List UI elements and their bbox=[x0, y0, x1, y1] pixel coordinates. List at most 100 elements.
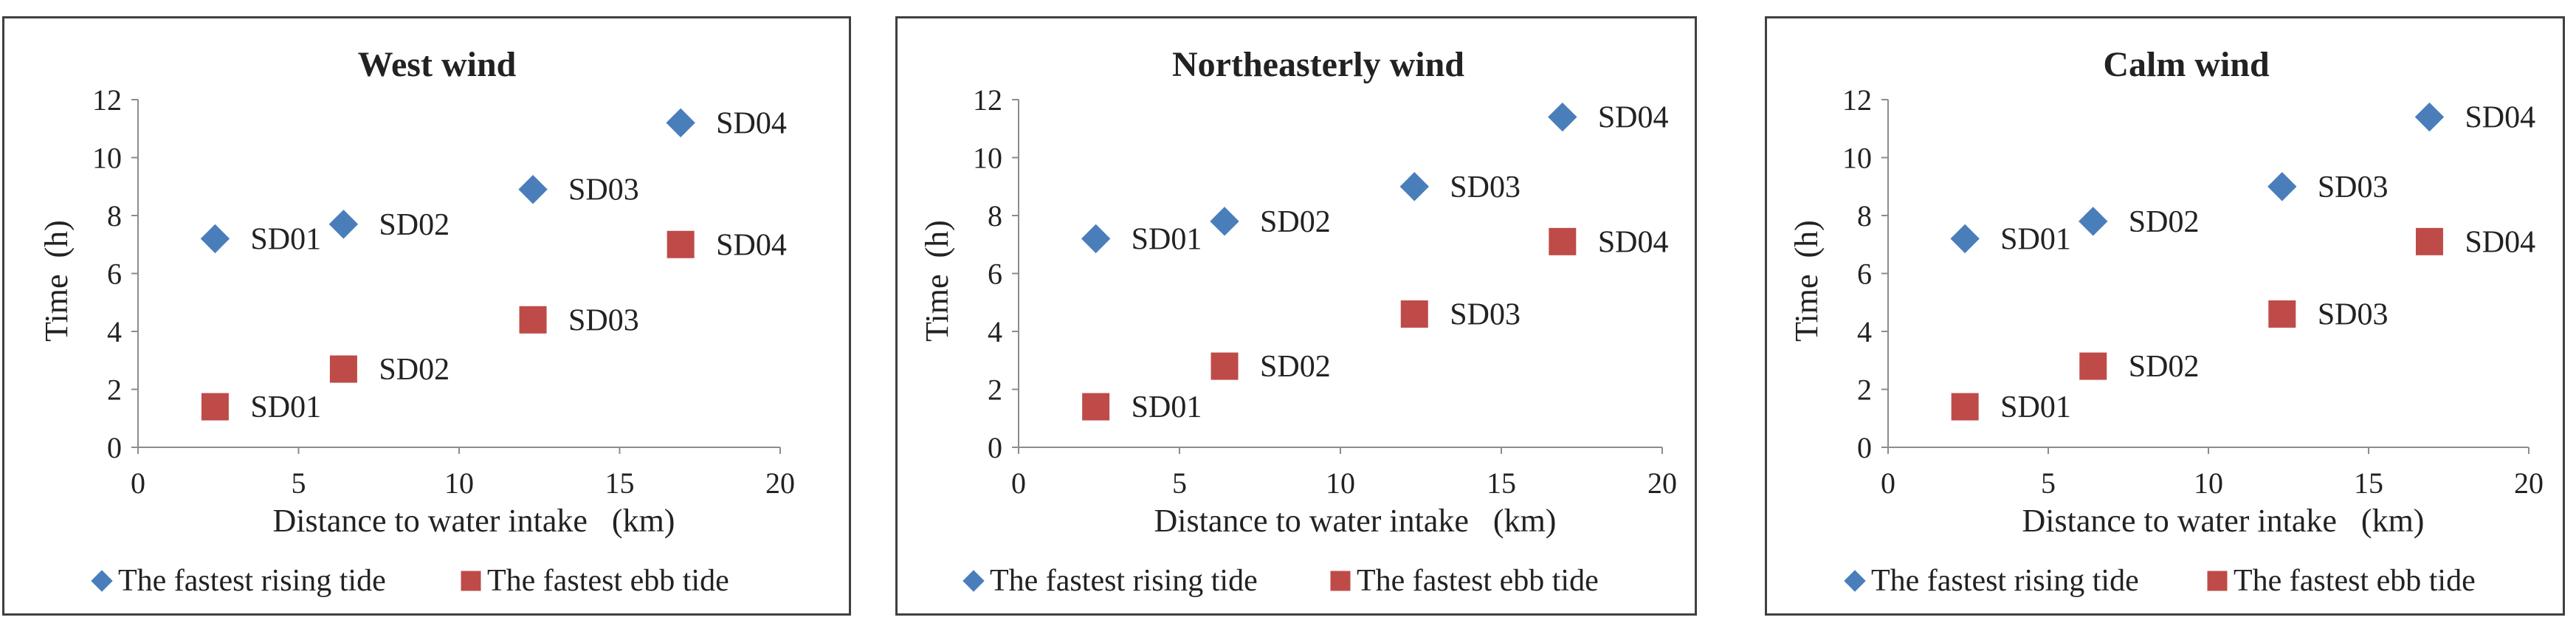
y-tick-label: 0 bbox=[1857, 431, 1872, 464]
y-tick-label: 8 bbox=[1857, 199, 1872, 233]
y-tick-label: 4 bbox=[107, 315, 122, 348]
y-axis-label: Time (h) bbox=[919, 220, 955, 342]
rising-tide-point bbox=[200, 224, 230, 254]
ebb-tide-point bbox=[2079, 352, 2107, 380]
y-tick-label: 10 bbox=[1842, 142, 1872, 175]
y-tick-label: 8 bbox=[107, 199, 122, 233]
x-tick-label: 5 bbox=[292, 466, 306, 500]
point-label: SD01 bbox=[2000, 222, 2071, 256]
y-tick-label: 4 bbox=[1857, 315, 1872, 348]
ebb-tide-point bbox=[519, 306, 547, 334]
legend-label: The fastest ebb tide bbox=[2234, 564, 2476, 598]
ebb-tide-point bbox=[329, 355, 357, 383]
ebb-tide-point bbox=[1400, 300, 1428, 328]
point-label: SD02 bbox=[379, 208, 450, 242]
y-tick-label: 12 bbox=[1842, 83, 1872, 117]
chart-svg: Northeasterly wind 0 2 4 6 8 10 12 0 5 10 15 20 Dista… bbox=[919, 45, 1677, 598]
chart-panel-west-wind: West wind 0 2 4 6 8 10 12 0 5 10 15 20 Distance to wa… bbox=[2, 16, 851, 616]
legend-marker bbox=[461, 571, 481, 591]
y-tick-label: 2 bbox=[1857, 373, 1872, 407]
chart-title: Northeasterly wind bbox=[1172, 45, 1464, 84]
legend-label: The fastest rising tide bbox=[118, 564, 386, 598]
rising-tide-point bbox=[328, 210, 359, 239]
y-tick-label: 0 bbox=[107, 431, 122, 464]
x-tick-label: 20 bbox=[2514, 466, 2544, 500]
chart-svg: Calm wind 0 2 4 6 8 10 12 0 5 10 15 20 Distance to wa… bbox=[1788, 45, 2544, 598]
y-tick-label: 8 bbox=[988, 199, 1002, 233]
x-tick-label: 15 bbox=[1487, 466, 1516, 500]
y-tick-label: 10 bbox=[973, 142, 1002, 175]
y-tick-label: 6 bbox=[988, 258, 1002, 291]
y-tick-label: 2 bbox=[988, 373, 1002, 407]
y-tick-label: 4 bbox=[988, 315, 1002, 348]
point-label: SD03 bbox=[568, 173, 639, 207]
x-tick-label: 0 bbox=[1881, 466, 1895, 500]
y-axis-label: Time (h) bbox=[1788, 220, 1825, 342]
legend-label: The fastest rising tide bbox=[990, 564, 1258, 598]
ebb-tide-point bbox=[1082, 393, 1110, 421]
point-label: SD03 bbox=[1450, 297, 1521, 331]
ebb-tide-point bbox=[2415, 227, 2443, 255]
point-label: SD02 bbox=[2129, 205, 2200, 239]
x-tick-label: 5 bbox=[2041, 466, 2056, 500]
point-label: SD04 bbox=[1598, 101, 1669, 135]
point-label: SD04 bbox=[1598, 225, 1669, 259]
point-label: SD01 bbox=[2000, 390, 2071, 424]
rising-tide-point bbox=[1548, 102, 1577, 132]
point-label: SD01 bbox=[1132, 222, 1202, 256]
point-label: SD02 bbox=[1260, 350, 1331, 384]
point-label: SD04 bbox=[2465, 225, 2535, 259]
rising-tide-point bbox=[2079, 207, 2108, 236]
point-label: SD02 bbox=[2129, 350, 2200, 384]
x-tick-label: 20 bbox=[765, 466, 795, 500]
chart-title: Calm wind bbox=[2103, 45, 2270, 84]
ebb-tide-point bbox=[1549, 227, 1577, 255]
y-axis-label: Time (h) bbox=[38, 220, 75, 342]
chart-svg: West wind 0 2 4 6 8 10 12 0 5 10 15 20 Distance to wa… bbox=[38, 45, 795, 598]
y-tick-label: 6 bbox=[107, 258, 122, 291]
x-tick-label: 20 bbox=[1647, 466, 1677, 500]
x-tick-label: 5 bbox=[1172, 466, 1187, 500]
x-tick-label: 0 bbox=[1011, 466, 1026, 500]
point-label: SD04 bbox=[2465, 101, 2535, 135]
y-tick-label: 12 bbox=[973, 83, 1002, 117]
chart-panel-calm-wind: Calm wind 0 2 4 6 8 10 12 0 5 10 15 20 Distance to wa… bbox=[1765, 16, 2565, 616]
point-label: SD04 bbox=[716, 228, 787, 262]
rising-tide-point bbox=[1081, 224, 1111, 254]
legend-marker bbox=[1330, 571, 1351, 591]
rising-tide-point bbox=[1399, 172, 1429, 202]
x-tick-label: 10 bbox=[444, 466, 474, 500]
legend-marker bbox=[962, 570, 985, 592]
point-label: SD01 bbox=[250, 390, 321, 424]
point-label: SD02 bbox=[379, 353, 450, 387]
legend-marker bbox=[91, 570, 113, 592]
ebb-tide-point bbox=[1951, 393, 1979, 421]
point-label: SD02 bbox=[1260, 205, 1331, 239]
ebb-tide-point bbox=[1210, 352, 1239, 380]
point-label: SD03 bbox=[2318, 171, 2389, 204]
chart-title: West wind bbox=[358, 45, 517, 84]
legend-marker bbox=[2207, 571, 2228, 591]
x-axis-label: Distance to water intake (km) bbox=[2022, 503, 2425, 539]
rising-tide-point bbox=[518, 174, 548, 204]
rising-tide-point bbox=[2414, 102, 2445, 132]
legend-marker bbox=[1844, 570, 1866, 592]
point-label: SD04 bbox=[716, 106, 787, 140]
x-tick-label: 10 bbox=[2194, 466, 2223, 500]
y-tick-label: 6 bbox=[1857, 258, 1872, 291]
ebb-tide-point bbox=[667, 230, 695, 258]
point-label: SD01 bbox=[250, 222, 321, 256]
chart-panel-northeasterly-wind: Northeasterly wind 0 2 4 6 8 10 12 0 5 10 15 20 Dista… bbox=[895, 16, 1697, 616]
x-tick-label: 15 bbox=[605, 466, 635, 500]
x-tick-label: 0 bbox=[131, 466, 145, 500]
ebb-tide-point bbox=[2268, 300, 2296, 328]
ebb-tide-point bbox=[201, 393, 229, 421]
legend-label: The fastest ebb tide bbox=[1357, 564, 1599, 598]
x-axis-label: Distance to water intake (km) bbox=[273, 503, 675, 539]
y-tick-label: 2 bbox=[107, 373, 122, 407]
legend-label: The fastest rising tide bbox=[1871, 564, 2139, 598]
point-label: SD03 bbox=[568, 303, 639, 337]
y-tick-label: 10 bbox=[92, 142, 122, 175]
point-label: SD03 bbox=[2318, 297, 2389, 331]
rising-tide-point bbox=[666, 108, 695, 138]
